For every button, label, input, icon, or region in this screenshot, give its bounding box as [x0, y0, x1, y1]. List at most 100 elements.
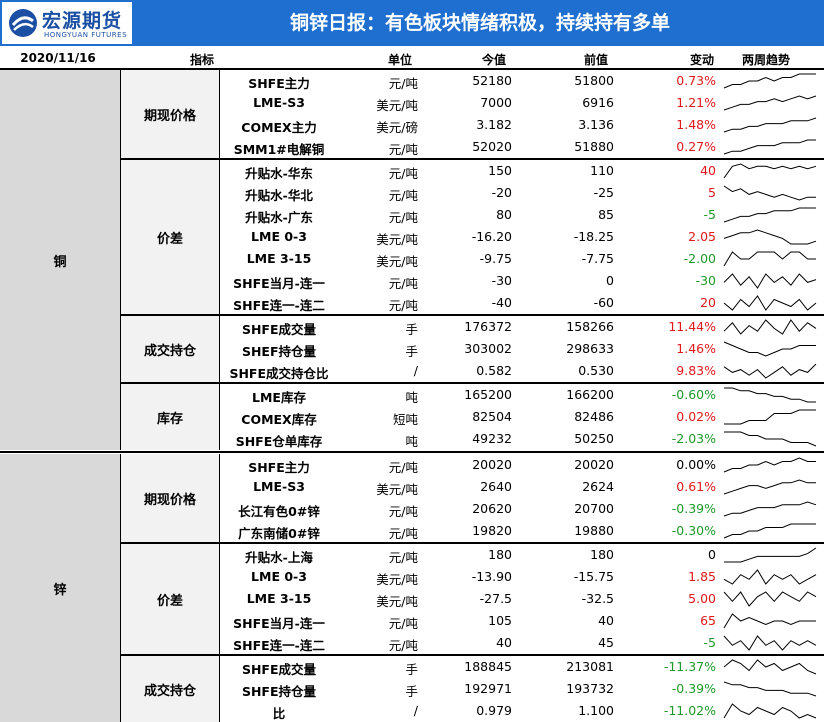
trend-sparkline	[723, 523, 816, 539]
unit-cell: /	[413, 703, 418, 718]
current-value: -27.5	[479, 591, 512, 606]
current-value: -40	[491, 295, 512, 310]
brand-logo: 宏源期货 HONGYUAN FUTURES	[2, 2, 132, 44]
trend-line	[723, 295, 817, 311]
change-value: 9.83%	[676, 363, 716, 378]
current-value: 19820	[472, 523, 512, 538]
trend-line	[723, 523, 816, 539]
trend-line	[724, 431, 817, 447]
change-value: -0.39%	[671, 681, 716, 696]
indicator-name: LME-S3	[253, 95, 305, 110]
previous-value: -18.25	[573, 229, 614, 244]
brand-name-en: HONGYUAN FUTURES	[44, 31, 128, 39]
trend-sparkline	[723, 363, 817, 379]
unit-cell: 吨	[405, 390, 418, 405]
trend-line	[723, 591, 817, 607]
group-block: 期现价格 SHFE主力 元/吨 20020 20020 0.00% LME-S3 美元/吨 26…	[121, 454, 824, 542]
trend-sparkline	[723, 251, 816, 267]
trend-sparkline	[724, 431, 817, 447]
previous-value: 50250	[574, 431, 614, 446]
previous-value: 193732	[566, 681, 614, 696]
table-row: SHFE主力 元/吨 52180 51800 0.73%	[220, 70, 824, 92]
group-block: 期现价格 SHFE主力 元/吨 52180 51800 0.73% LME-S3 美元/吨 70…	[121, 70, 824, 158]
trend-line	[723, 251, 816, 267]
table-row: SMM1#电解铜 元/吨 52020 51880 0.27%	[220, 136, 824, 158]
table-row: LME-S3 美元/吨 7000 6916 1.21%	[220, 92, 824, 114]
change-value: 0.27%	[676, 139, 716, 154]
indicator-name: SHFE持仓量	[241, 684, 317, 699]
table-row: LME库存 吨 165200 166200 -0.60%	[220, 384, 824, 406]
table-row: LME 3-15 美元/吨 -27.5 -32.5 5.00	[220, 588, 824, 610]
trend-line	[723, 73, 816, 89]
trend-line	[724, 547, 817, 563]
trend-line	[723, 613, 816, 629]
trend-line	[723, 341, 816, 357]
group-label: 库存	[121, 384, 220, 450]
table-row: 升贴水-华东 元/吨 150 110 40	[220, 160, 824, 182]
trend-line	[723, 117, 817, 133]
section-label: 锌	[0, 454, 121, 722]
previous-value: 2624	[582, 479, 614, 494]
change-value: 5	[708, 185, 716, 200]
change-value: 5.00	[688, 591, 716, 606]
unit-cell: 美元/吨	[376, 572, 418, 587]
unit-cell: 元/吨	[388, 526, 418, 541]
indicator-name: SHFE连一-连二	[233, 638, 325, 653]
change-value: -5	[703, 207, 716, 222]
trend-line	[723, 635, 817, 651]
current-value: 303002	[464, 341, 512, 356]
change-value: 0.02%	[676, 409, 716, 424]
table-row: 长江有色0#锌 元/吨 20620 20700 -0.39%	[220, 498, 824, 520]
previous-value: 180	[590, 547, 614, 562]
group-label: 成交持仓	[121, 656, 220, 722]
table-row: SHFE主力 元/吨 20020 20020 0.00%	[220, 454, 824, 476]
hongyuan-logo-icon	[9, 9, 37, 37]
table-row: 升贴水-上海 元/吨 180 180 0	[220, 544, 824, 566]
current-value: -20	[491, 185, 512, 200]
unit-cell: 美元/吨	[376, 594, 418, 609]
group-divider	[121, 314, 824, 316]
current-value: 20620	[472, 501, 512, 516]
trend-sparkline	[724, 387, 816, 403]
table-row: SHFE连一-连二 元/吨 40 45 -5	[220, 632, 824, 654]
unit-cell: 吨	[405, 434, 418, 449]
trend-sparkline	[723, 229, 817, 245]
current-value: -13.90	[471, 569, 512, 584]
trend-sparkline	[723, 479, 816, 495]
unit-cell: 元/吨	[388, 276, 418, 291]
current-value: 40	[496, 635, 512, 650]
current-value: 52180	[472, 73, 512, 88]
indicator-name: SHFE成交量	[241, 322, 317, 337]
trend-sparkline	[723, 319, 817, 335]
report-date: 2020/11/16	[20, 51, 96, 65]
change-value: 65	[700, 613, 716, 628]
unit-cell: 美元/吨	[376, 232, 418, 247]
trend-line	[723, 569, 817, 585]
previous-value: 6916	[582, 95, 614, 110]
section-label: 铜	[0, 70, 121, 450]
previous-value: 0	[606, 273, 614, 288]
header-now: 今值	[482, 53, 507, 67]
section-divider	[0, 451, 824, 453]
current-value: 165200	[464, 387, 512, 402]
trend-line	[723, 457, 816, 473]
trend-sparkline	[724, 547, 817, 563]
previous-value: 20020	[574, 457, 614, 472]
current-value: 80	[496, 207, 512, 222]
trend-sparkline	[723, 569, 817, 585]
indicator-name: LME 3-15	[246, 591, 312, 606]
trend-sparkline	[723, 501, 817, 517]
change-value: -11.37%	[663, 659, 716, 674]
trend-line	[723, 479, 816, 495]
change-value: -30	[695, 273, 716, 288]
section-zinc: 锌期现价格 SHFE主力 元/吨 20020 20020 0.00% LME-S3 美元/吨 2…	[0, 454, 824, 722]
table-row: SHEF持仓量 手 303002 298633 1.46%	[220, 338, 824, 360]
unit-cell: 元/吨	[388, 76, 418, 91]
indicator-name: LME 0-3	[251, 229, 307, 244]
unit-cell: 元/吨	[388, 298, 418, 313]
unit-cell: 美元/吨	[376, 98, 418, 113]
unit-cell: 元/吨	[388, 504, 418, 519]
indicator-name: LME-S3	[253, 479, 305, 494]
previous-value: 20700	[574, 501, 614, 516]
table-row: 升贴水-华北 元/吨 -20 -25 5	[220, 182, 824, 204]
